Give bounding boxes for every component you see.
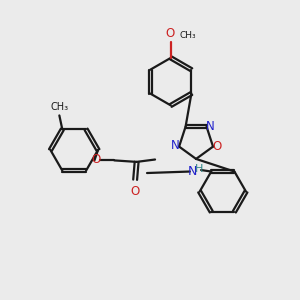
Text: O: O — [92, 153, 101, 166]
Text: N: N — [171, 140, 179, 152]
Text: O: O — [166, 27, 175, 40]
Text: CH₃: CH₃ — [50, 103, 68, 112]
Text: O: O — [213, 140, 222, 153]
Text: H: H — [195, 164, 203, 174]
Text: CH₃: CH₃ — [179, 31, 196, 40]
Text: N: N — [206, 120, 215, 133]
Text: O: O — [130, 185, 140, 198]
Text: N: N — [188, 165, 197, 178]
